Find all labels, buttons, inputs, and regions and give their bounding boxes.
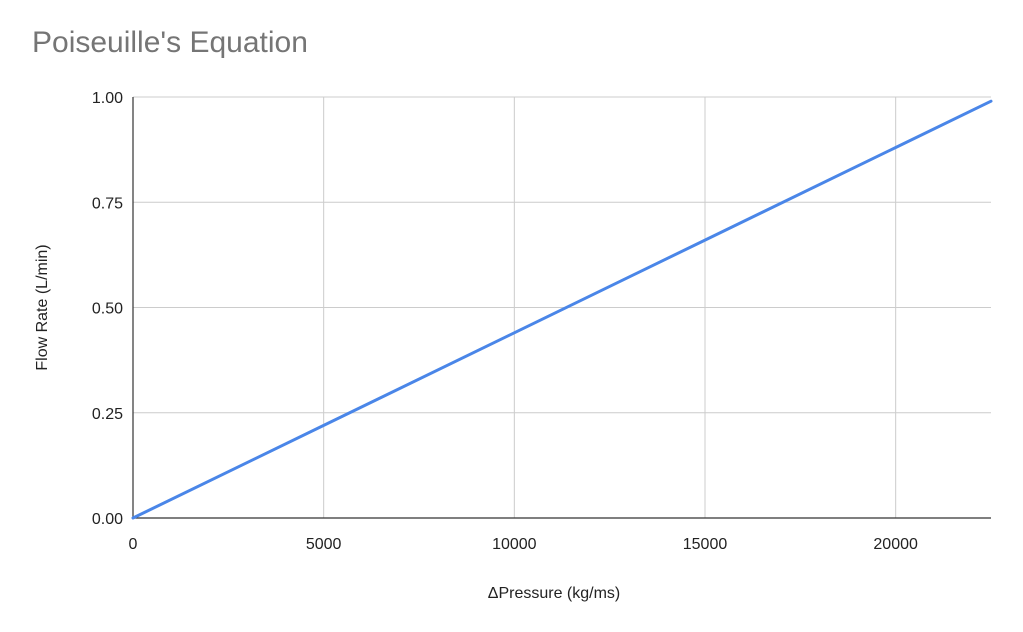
x-tick-label: 15000 — [683, 536, 728, 553]
y-tick-label: 0.00 — [92, 511, 123, 528]
y-tick-label: 0.50 — [92, 301, 123, 318]
y-tick-label: 1.00 — [92, 90, 123, 107]
x-tick-label: 0 — [129, 536, 138, 553]
chart-title: Poiseuille's Equation — [32, 26, 308, 59]
series-layer — [131, 99, 993, 520]
tick-labels: 0.00 0.25 0.50 0.75 1.00 0 5000 10000 15000 20000 — [92, 90, 918, 553]
gridlines — [133, 96, 991, 518]
y-tick-label: 0.75 — [92, 195, 123, 212]
axes — [132, 97, 991, 519]
x-tick-label: 10000 — [492, 536, 537, 553]
y-tick-label: 0.25 — [92, 406, 123, 423]
x-tick-label: 5000 — [306, 536, 342, 553]
x-tick-label: 20000 — [873, 536, 918, 553]
y-axis-title: Flow Rate (L/min) — [34, 244, 51, 370]
series-line — [131, 99, 993, 520]
x-axis-title: ΔPressure (kg/ms) — [488, 585, 620, 602]
